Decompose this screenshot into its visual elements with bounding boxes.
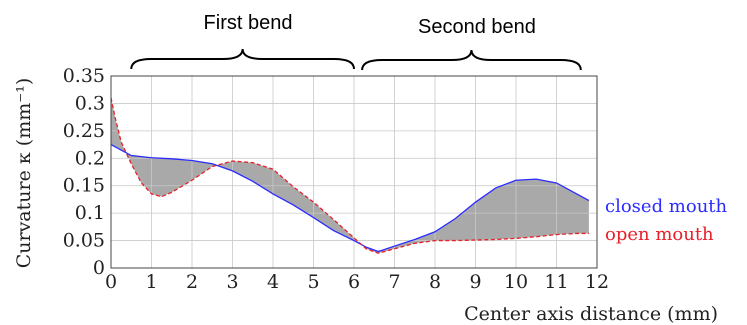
x-tick-label: 6 bbox=[348, 271, 360, 293]
y-tick-label: 0 bbox=[93, 257, 105, 279]
x-tick-label: 3 bbox=[226, 271, 238, 293]
first-bend-label: First bend bbox=[204, 12, 293, 34]
y-tick-label: 0.05 bbox=[63, 230, 105, 252]
tick-labels: 0 1 2 3 4 5 6 7 8 9 10 11 1200.050.10.150.20.250.30.… bbox=[63, 65, 609, 293]
series-line-closed-mouth bbox=[110, 143, 590, 253]
x-tick-label: 5 bbox=[307, 271, 319, 293]
second-bend-brace bbox=[361, 49, 582, 71]
axes bbox=[110, 75, 598, 269]
first-bend-brace bbox=[130, 48, 355, 70]
y-axis-label: Curvature κ (mm⁻¹) bbox=[13, 78, 35, 269]
x-tick-label: 4 bbox=[267, 271, 279, 293]
x-tick-label: 1 bbox=[145, 271, 157, 293]
legend-closed-mouth: closed mouth bbox=[605, 196, 728, 217]
series-group bbox=[110, 97, 590, 254]
fill-between-shape bbox=[111, 97, 589, 254]
legend-open-mouth: open mouth bbox=[605, 224, 714, 245]
x-tick-label: 11 bbox=[544, 271, 568, 293]
y-tick-label: 0.2 bbox=[75, 147, 105, 169]
x-tick-label: 10 bbox=[504, 271, 528, 293]
x-tick-label: 8 bbox=[429, 271, 441, 293]
y-tick-label: 0.35 bbox=[63, 65, 105, 87]
y-tick-label: 0.3 bbox=[75, 92, 105, 114]
x-tick-label: 0 bbox=[105, 271, 117, 293]
y-tick-label: 0.25 bbox=[63, 120, 105, 142]
plot-frame bbox=[110, 75, 598, 269]
second-bend-label: Second bend bbox=[418, 16, 536, 38]
x-tick-label: 7 bbox=[388, 271, 400, 293]
x-axis-label: Center axis distance (mm) bbox=[464, 303, 718, 325]
bend-brackets bbox=[130, 48, 582, 71]
x-tick-label: 9 bbox=[469, 271, 481, 293]
y-tick-label: 0.15 bbox=[63, 175, 105, 197]
x-tick-label: 12 bbox=[585, 271, 609, 293]
series-line-open-mouth bbox=[110, 97, 589, 254]
x-tick-label: 2 bbox=[186, 271, 198, 293]
y-tick-label: 0.1 bbox=[75, 202, 105, 224]
fill-between-area bbox=[111, 97, 589, 254]
